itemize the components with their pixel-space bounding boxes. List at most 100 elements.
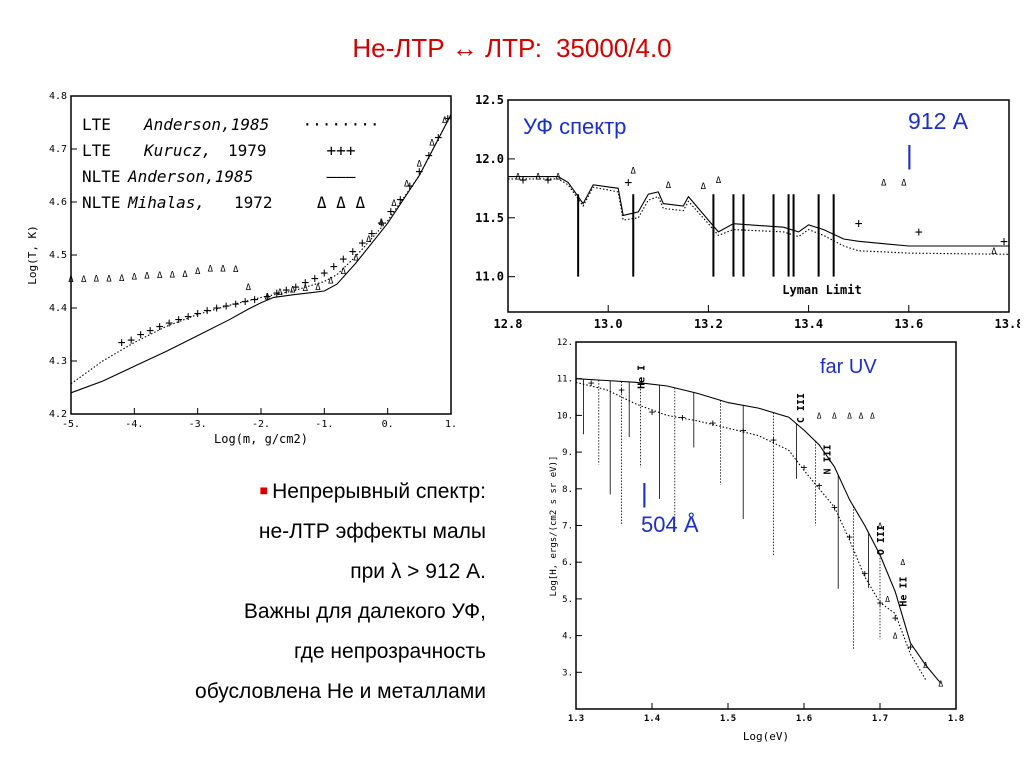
chart2-x-tick-label: 13.8 — [995, 317, 1020, 331]
chart1-y-tick-label: 4.2 — [49, 409, 67, 420]
bullet-square-icon: ■ — [259, 482, 269, 498]
chart3-x-tick-label: 1.6 — [796, 714, 812, 724]
chart1-plus-point: + — [232, 297, 240, 312]
chart3-triangle-point: Δ — [938, 679, 943, 688]
chart2-triangle-point: Δ — [901, 178, 907, 188]
chart3-triangle-point: Δ — [900, 558, 905, 567]
chart3-triangle-point: Δ — [923, 661, 928, 670]
chart2-plus-point: + — [1000, 234, 1008, 249]
chart3-x-axis-label: Log(eV) — [743, 730, 789, 743]
chart3-y-tick-label: 3. — [562, 668, 573, 678]
chart1-x-tick-label: 1. — [445, 419, 457, 430]
chart1-triangle-point: Δ — [303, 284, 309, 294]
chart1-triangle-point: Δ — [68, 275, 74, 285]
chart3-plus-point: + — [588, 376, 595, 389]
chart2-triangle-point: Δ — [515, 173, 521, 183]
chart1-triangle-point: Δ — [429, 139, 435, 149]
chart1-y-tick-label: 4.6 — [49, 197, 67, 208]
chart1-plus-point: + — [320, 266, 328, 281]
chart1-triangle-point: Δ — [277, 288, 283, 298]
uv-spectrum-title: УФ спектр — [523, 114, 627, 139]
chart1-x-tick-label: 0. — [382, 419, 394, 430]
chart2-triangle-point: Δ — [555, 173, 561, 183]
chart1-triangle-point: Δ — [233, 265, 239, 275]
chart3-plus-point: + — [816, 479, 823, 492]
chart3-y-tick-label: 6. — [562, 558, 573, 568]
far-uv-title: far UV — [820, 356, 877, 378]
chart1-x-tick-label: -5. — [62, 419, 80, 430]
chart1-plus-point: + — [339, 252, 347, 267]
chart1-plus-point: + — [368, 226, 376, 241]
chart1-plus-point: + — [396, 192, 404, 207]
title-part1: He-ЛТР — [352, 33, 445, 63]
chart3-plus-point: + — [770, 433, 777, 446]
chart1-x-tick-label: -1. — [315, 419, 333, 430]
chart1-plus-point: + — [377, 216, 385, 231]
chart1-legend-marker: ——— — [327, 167, 356, 186]
far-uv-504a-annotation: 504 Å — [641, 512, 699, 537]
chart3-plus-point: + — [649, 406, 656, 419]
chart1-legend-year: 1979 — [228, 141, 267, 160]
chart2-x-tick-label: 13.2 — [694, 317, 723, 331]
chart2-x-tick-label: 12.8 — [494, 317, 523, 331]
chart3-line-label: C III — [796, 393, 807, 423]
chart1-plus-point: + — [165, 316, 173, 331]
chart3-plus-point: + — [709, 417, 716, 430]
chart1-plus-point: + — [387, 205, 395, 220]
chart1-triangle-point: Δ — [170, 271, 176, 281]
chart3-x-tick-label: 1.7 — [872, 714, 888, 724]
chart1-plus-point: + — [241, 295, 249, 310]
chart1-y-axis-label: Log(T, K) — [26, 225, 39, 285]
chart1-plus-point: + — [118, 335, 126, 350]
chart3-y-tick-label: 12. — [557, 338, 573, 348]
chart1-x-tick-label: -4. — [125, 419, 143, 430]
chart1-x-axis-label: Log(m, g/cm2) — [214, 432, 308, 446]
uv-spectrum-chart: 12.8 13.0 13.2 13.4 13.6 13.8 11.0 11.5 12.0 12.5… — [475, 93, 1020, 331]
chart1-plus-point: + — [444, 111, 452, 126]
chart2-y-tick-label: 12.0 — [475, 152, 504, 166]
slide-title: He-ЛТР ↔ ЛТР: 35000/4.0 — [0, 33, 1024, 64]
chart3-y-tick-label: 10. — [557, 411, 573, 421]
chart1-legend-marker: Δ Δ Δ — [317, 193, 366, 212]
chart3-frame — [575, 341, 957, 710]
chart1-triangle-point: Δ — [144, 272, 150, 282]
chart1-plus-point: + — [222, 299, 230, 314]
chart3-plus-point: + — [679, 411, 686, 424]
chart1-legend-marker: +++ — [327, 141, 356, 160]
chart2-y-tick-label: 11.0 — [475, 270, 504, 284]
chart1-legend-ref: Mihalas, — [127, 193, 205, 212]
temperature-structure-chart: -5. -4. -3. -2. -1. 0. 1. 4.2 4.3 4.4 4.5 4.6 4.7 4.8… — [26, 91, 457, 446]
chart1-plus-point: + — [273, 286, 281, 301]
chart1-plus-point: + — [282, 283, 290, 298]
chart1-legend-ref: Kurucz, — [143, 141, 211, 160]
chart3-x-tick-label: 1.4 — [644, 714, 661, 724]
chart1-triangle-point: Δ — [391, 199, 397, 209]
chart3-y-axis-label: Log[H, ergs/(cm2 s sr eV)] — [549, 456, 559, 597]
chart3-plus-point: + — [801, 461, 808, 474]
chart2-plus-point: + — [855, 217, 863, 232]
far-uv-spectrum-chart: 1.3 1.4 1.5 1.6 1.7 1.8 3. 4. 5. 6. 7. 8. 9. 10. 11. 12… — [549, 338, 964, 743]
chart3-triangle-point: Δ — [870, 411, 875, 420]
chart1-legend-ref: Anderson,1985 — [143, 115, 269, 134]
chart1-triangle-point: Δ — [208, 264, 214, 274]
chart1-legend-label: LTE — [82, 115, 111, 134]
chart3-solid-line — [575, 378, 942, 684]
bullet-line-1: ■ Непрерывный спектр: — [259, 480, 486, 503]
chart3-triangle-point: Δ — [893, 632, 898, 641]
chart3-dotted-line — [575, 381, 927, 680]
chart2-plus-point: + — [624, 175, 632, 190]
chart2-lyman-limit-label: Lyman Limit — [782, 283, 861, 297]
chart3-x-tick-label: 1.8 — [948, 714, 964, 724]
chart1-triangle-point: Δ — [94, 274, 100, 284]
chart1-legend-year: 1972 — [234, 193, 273, 212]
chart1-plus-point: + — [292, 280, 300, 295]
chart1-y-tick-label: 4.8 — [49, 91, 67, 102]
chart1-triangle-point: Δ — [195, 267, 201, 277]
chart3-y-tick-label: 11. — [557, 375, 573, 385]
chart1-legend-ref: Anderson,1985 — [127, 167, 253, 186]
chart3-triangle-point: Δ — [859, 411, 864, 420]
chart1-triangle-point: Δ — [157, 271, 163, 281]
chart2-frame — [507, 99, 1010, 313]
chart1-triangle-point: Δ — [290, 285, 296, 295]
chart3-plus-point: + — [861, 567, 868, 580]
